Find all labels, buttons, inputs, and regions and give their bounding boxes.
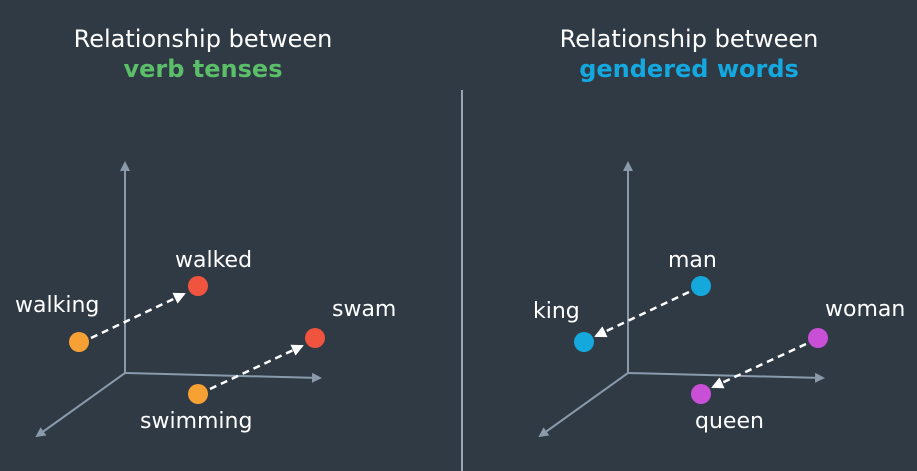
woman-point (808, 328, 828, 348)
left-z-axis (35, 372, 126, 438)
right-vectors (594, 290, 807, 389)
queen-point (691, 384, 711, 404)
right-z-axis (538, 372, 629, 438)
man-point (691, 276, 711, 296)
man-to-king-arrow (594, 290, 690, 338)
walked-label: walked (175, 248, 252, 273)
left-x-axis (124, 372, 322, 383)
queen-label: queen (695, 409, 764, 434)
right-panel-title: Relationship between gendered words (509, 24, 869, 84)
left-panel-title: Relationship between verb tenses (23, 24, 383, 84)
right-title-line1: Relationship between (559, 25, 819, 53)
swimming-point (188, 384, 208, 404)
right-title-accent: gendered words (579, 55, 799, 83)
walking-point (69, 332, 89, 352)
left-axes (35, 161, 322, 438)
swam-label: swam (332, 297, 396, 322)
right-x-axis (627, 372, 825, 383)
king-point (574, 332, 594, 352)
left-vectors (90, 292, 304, 391)
left-title-line1: Relationship between (73, 25, 333, 53)
walked-point (188, 276, 208, 296)
swimming-label: swimming (140, 409, 252, 434)
swam-point (305, 328, 325, 348)
woman-to-queen-arrow (711, 342, 807, 389)
walking-label: walking (15, 293, 99, 318)
right-axes (538, 161, 825, 438)
woman-label: woman (825, 297, 905, 322)
walking-to-walked-arrow (90, 292, 186, 340)
man-label: man (668, 248, 717, 273)
king-label: king (533, 299, 580, 324)
swimming-to-swam-arrow (209, 344, 304, 391)
left-title-accent: verb tenses (123, 55, 283, 83)
